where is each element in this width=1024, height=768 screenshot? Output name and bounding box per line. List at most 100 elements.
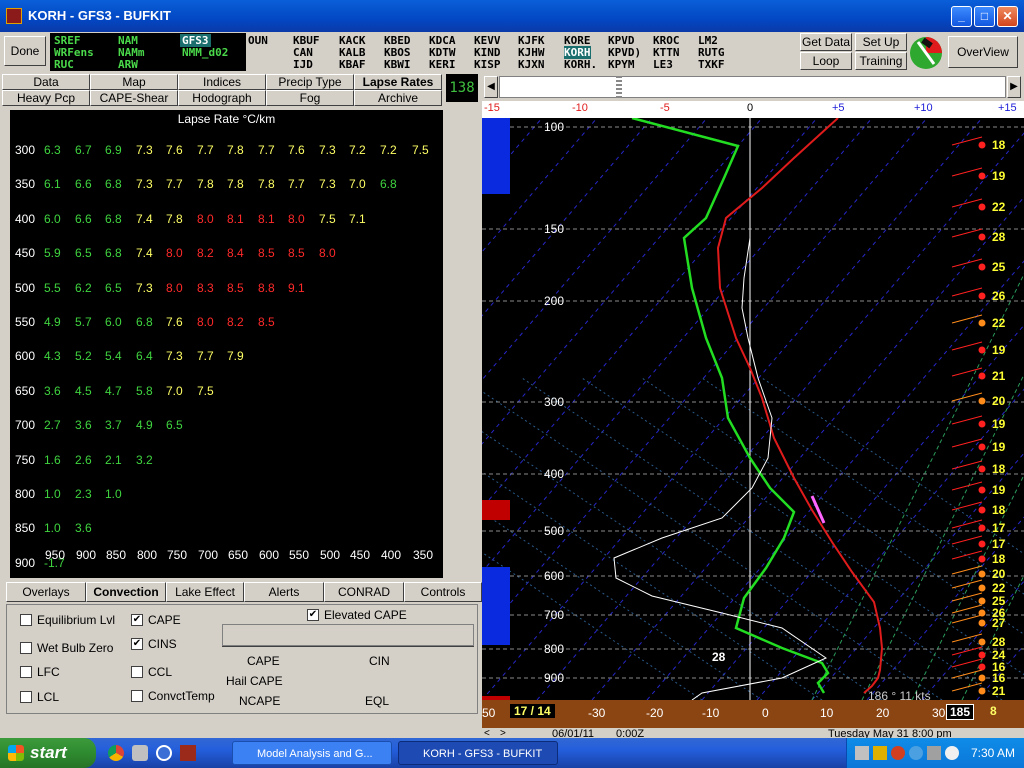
taskbar-item-bufkit[interactable]: KORH - GFS3 - BUFKIT	[398, 741, 558, 765]
station-kbwi[interactable]: KBWI	[384, 58, 411, 71]
overview-button[interactable]: OverView	[948, 36, 1018, 68]
station-kack[interactable]: KACK	[339, 34, 366, 47]
tray-icon-3[interactable]	[909, 746, 923, 760]
quicklaunch-icon[interactable]	[132, 745, 148, 761]
checkbox-lcl[interactable]: LCL	[20, 690, 120, 705]
setup-button[interactable]: Set Up	[855, 33, 907, 51]
station-can[interactable]: CAN	[293, 46, 313, 59]
lower-tab-lake-effect[interactable]: Lake Effect	[166, 582, 244, 602]
station-kalb[interactable]: KALB	[339, 46, 366, 59]
checkbox-box[interactable]	[20, 642, 32, 654]
checkbox-box[interactable]	[131, 690, 143, 702]
status-right-arrow-icon[interactable]: >	[500, 728, 506, 739]
time-scrollbar[interactable]: ◀ ▶	[482, 75, 1024, 101]
minimize-button[interactable]: _	[951, 6, 972, 27]
model-sref[interactable]: SREF	[54, 34, 81, 47]
lower-tab-conrad[interactable]: CONRAD	[324, 582, 404, 602]
station-kdca[interactable]: KDCA	[429, 34, 456, 47]
tab-fog[interactable]: Fog	[266, 90, 354, 106]
checkbox-box[interactable]	[20, 691, 32, 703]
station-kjfk[interactable]: KJFK	[518, 34, 545, 47]
bufkit-taskbar-icon[interactable]	[180, 745, 196, 761]
status-left-arrow-icon[interactable]: <	[484, 728, 490, 739]
model-namm[interactable]: NAMm	[118, 46, 145, 59]
checkbox-box[interactable]: ✔	[307, 609, 319, 621]
email-icon[interactable]	[156, 745, 172, 761]
tab-indices[interactable]: Indices	[178, 74, 266, 90]
station-kpym[interactable]: KPYM	[608, 58, 635, 71]
checkbox-wet-bulb-zero[interactable]: Wet Bulb Zero	[20, 641, 120, 656]
lower-tab-convection[interactable]: Convection	[86, 582, 166, 602]
taskbar-item-chrome[interactable]: Model Analysis and G...	[232, 741, 392, 765]
chrome-icon[interactable]	[108, 745, 124, 761]
checkbox-box[interactable]: ✔	[131, 614, 143, 626]
station-le3[interactable]: LE3	[653, 58, 673, 71]
tab-heavy-pcp[interactable]: Heavy Pcp	[2, 90, 90, 106]
tray-icon-2[interactable]	[891, 746, 905, 760]
station-korh[interactable]: KORH.	[564, 58, 598, 71]
model-ruc[interactable]: RUC	[54, 58, 74, 71]
done-button[interactable]: Done	[4, 36, 46, 66]
checkbox-box[interactable]	[20, 666, 32, 678]
station-kind[interactable]: KIND	[474, 46, 501, 59]
tray-icon-1[interactable]	[873, 746, 887, 760]
help-icon[interactable]	[945, 746, 959, 760]
station-kdtw[interactable]: KDTW	[429, 46, 456, 59]
station-kevv[interactable]: KEVV	[474, 34, 501, 47]
checkbox-convcttemp[interactable]: ConvctTemp	[131, 689, 231, 704]
tab-lapse-rates[interactable]: Lapse Rates	[354, 74, 442, 90]
maximize-button[interactable]: □	[974, 6, 995, 27]
station-kttn[interactable]: KTTN	[653, 46, 680, 59]
lower-tab-controls[interactable]: Controls	[404, 582, 482, 602]
tab-archive[interactable]: Archive	[354, 90, 442, 106]
get-data-button[interactable]: Get Data	[800, 33, 852, 51]
checkbox-box[interactable]	[20, 614, 32, 626]
checkbox-equilibrium-lvl[interactable]: Equilibrium Lvl	[20, 613, 120, 628]
scroll-right-arrow-icon[interactable]: ▶	[1007, 76, 1021, 98]
station-kbed[interactable]: KBED	[384, 34, 411, 47]
station-kpvd[interactable]: KPVD)	[608, 46, 642, 59]
model-wrfens[interactable]: WRFens	[54, 46, 94, 59]
close-button[interactable]: ✕	[997, 6, 1018, 27]
station-korh[interactable]: KORH	[564, 46, 591, 59]
checkbox-ccl[interactable]: CCL	[131, 665, 231, 680]
station-lm2[interactable]: LM2	[698, 34, 718, 47]
scroll-thumb[interactable]	[616, 76, 622, 98]
tab-cape-shear[interactable]: CAPE-Shear	[90, 90, 178, 106]
start-button[interactable]: start	[0, 738, 96, 768]
skewt-diagram[interactable]: 100 150 200 300 400 500 600 700 800 900 28 186 ° 11…	[482, 118, 1024, 700]
tab-map[interactable]: Map	[90, 74, 178, 90]
checkbox-box[interactable]	[131, 666, 143, 678]
model-nam[interactable]: NAM	[118, 34, 138, 47]
checkbox-elevated-cape[interactable]: ✔ Elevated CAPE	[307, 608, 407, 623]
station-txkf[interactable]: TXKF	[698, 58, 725, 71]
station-ijd[interactable]: IJD	[293, 58, 313, 71]
station-kore[interactable]: KORE	[564, 34, 591, 47]
station-kbuf[interactable]: KBUF	[293, 34, 320, 47]
training-button[interactable]: Training	[855, 52, 907, 70]
network-icon[interactable]	[855, 746, 869, 760]
tab-data[interactable]: Data	[2, 74, 90, 90]
station-keri[interactable]: KERI	[429, 58, 456, 71]
station-kpvd[interactable]: KPVD	[608, 34, 635, 47]
model-arw[interactable]: ARW	[118, 58, 138, 71]
checkbox-cape[interactable]: ✔ CAPE	[131, 613, 231, 628]
station-kroc[interactable]: KROC	[653, 34, 680, 47]
station-oun[interactable]: OUN	[248, 34, 268, 47]
model-nmm_d02[interactable]: NMM_d02	[182, 46, 229, 59]
checkbox-cins[interactable]: ✔ CINS	[131, 637, 231, 652]
scroll-left-arrow-icon[interactable]: ◀	[484, 76, 498, 98]
station-kisp[interactable]: KISP	[474, 58, 501, 71]
tab-hodograph[interactable]: Hodograph	[178, 90, 266, 106]
station-rutg[interactable]: RUTG	[698, 46, 725, 59]
loop-button[interactable]: Loop	[800, 52, 852, 70]
station-kbos[interactable]: KBOS	[384, 46, 411, 59]
tab-precip-type[interactable]: Precip Type	[266, 74, 354, 90]
lower-tab-overlays[interactable]: Overlays	[6, 582, 86, 602]
station-kjxn[interactable]: KJXN	[518, 58, 545, 71]
volume-icon[interactable]	[927, 746, 941, 760]
station-kbaf[interactable]: KBAF	[339, 58, 366, 71]
model-gfs3[interactable]: GFS3	[180, 34, 211, 47]
checkbox-box[interactable]: ✔	[131, 638, 143, 650]
checkbox-lfc[interactable]: LFC	[20, 665, 120, 680]
